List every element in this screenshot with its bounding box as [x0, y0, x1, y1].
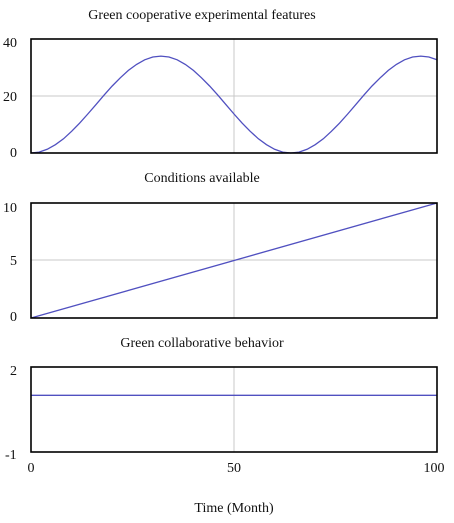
- x-axis-label: Time (Month): [194, 501, 274, 516]
- panel-1-series-line: [30, 55, 438, 154]
- panel-2-series-line: [30, 202, 438, 319]
- panel-1-ytick-bottom: 0: [10, 146, 17, 161]
- panel-1-plot-frame: [30, 38, 438, 154]
- panel-2-title: Conditions available: [144, 171, 259, 186]
- x-tick-0: 0: [28, 461, 35, 476]
- panel-2-ytick-mid: 5: [10, 254, 17, 269]
- panel-3-ytick-bottom: -1: [5, 448, 17, 463]
- x-tick-100: 100: [424, 461, 445, 476]
- panel-1-ytick-mid: 20: [3, 90, 17, 105]
- panel-1: Green cooperative experimental features …: [3, 8, 438, 161]
- panel-3-ytick-top: 2: [10, 364, 17, 379]
- panel-1-ytick-top: 40: [3, 36, 17, 51]
- panel-2-ytick-top: 10: [3, 201, 17, 216]
- x-tick-50: 50: [227, 461, 241, 476]
- panel-2: Conditions available 10 5 0: [3, 171, 438, 325]
- panel-2-plot-frame: [30, 202, 438, 319]
- panel-3: Green collaborative behavior 2 -1 0 50 1…: [5, 336, 445, 516]
- panel-2-ytick-bottom: 0: [10, 310, 17, 325]
- panel-3-plot-frame: [30, 366, 438, 453]
- panel-3-title: Green collaborative behavior: [120, 336, 284, 351]
- panel-1-title: Green cooperative experimental features: [88, 8, 315, 23]
